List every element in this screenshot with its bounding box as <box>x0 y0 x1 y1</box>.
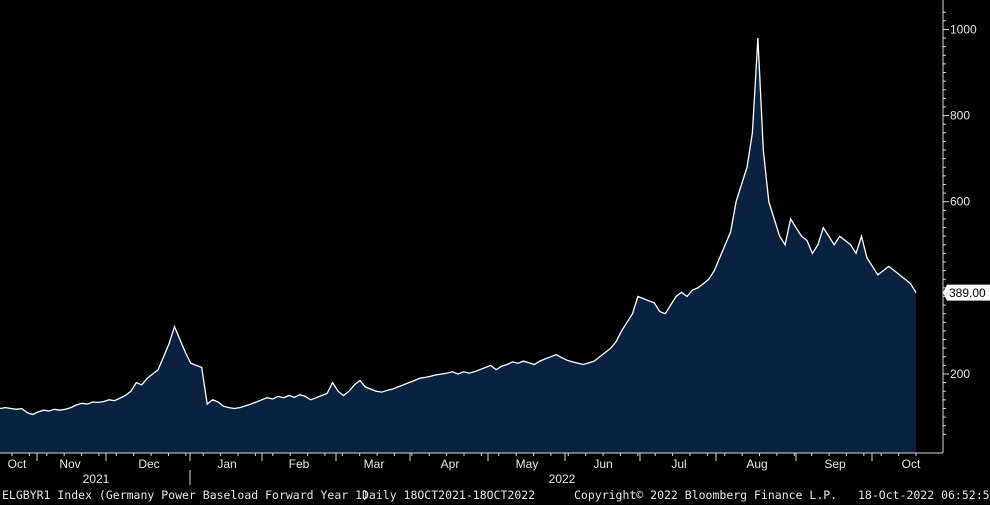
price-line <box>0 38 917 416</box>
footer-copyright: Copyright© 2022 Bloomberg Finance L.P. <box>574 488 838 502</box>
x-tick-label: Aug <box>746 457 767 471</box>
x-tick-label: Nov <box>59 457 80 471</box>
x-tick-label: Feb <box>289 457 310 471</box>
price-chart: 200 600 800 1000 Oct Nov Dec Jan Feb Mar Apr May Jun… <box>0 0 990 485</box>
x-tick-label: Dec <box>138 457 159 471</box>
x-tick-label: Sep <box>824 457 846 471</box>
x-tick-label: Mar <box>364 457 385 471</box>
y-tick-label: 200 <box>950 367 970 381</box>
y-tick-label: 800 <box>950 109 970 123</box>
x-year-label: 2022 <box>549 472 576 485</box>
x-tick-label: Oct <box>902 457 921 471</box>
x-tick-label: Apr <box>441 457 460 471</box>
x-tick-label: Jul <box>671 457 686 471</box>
price-area <box>0 38 916 453</box>
footer-bar: ELGBYR1 Index (Germany Power Baseload Fo… <box>0 485 990 505</box>
x-year-label: 2021 <box>83 472 110 485</box>
last-value-label: 389.00 <box>949 286 986 300</box>
footer-timestamp: 18-Oct-2022 06:52:58 <box>858 488 990 502</box>
x-tick-label: Jan <box>217 457 236 471</box>
footer-range: Daily 18OCT2021-18OCT2022 <box>362 488 536 502</box>
last-value-tag: 389.00 <box>943 284 990 301</box>
y-tick-label: 600 <box>950 195 970 209</box>
x-tick-label: May <box>516 457 539 471</box>
x-tick-label: Jun <box>593 457 612 471</box>
footer-index-description: ELGBYR1 Index (Germany Power Baseload Fo… <box>2 488 369 502</box>
y-tick-label: 1000 <box>950 22 977 36</box>
x-tick-label: Oct <box>8 457 27 471</box>
